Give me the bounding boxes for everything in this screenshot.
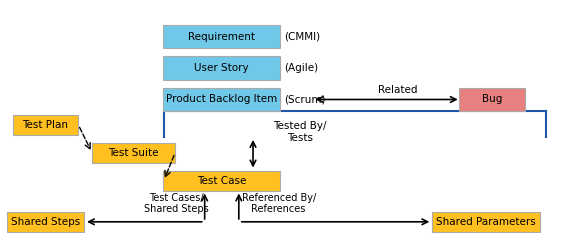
Text: Test Case: Test Case (197, 176, 246, 186)
FancyBboxPatch shape (163, 171, 280, 191)
Text: User Story: User Story (194, 63, 249, 73)
FancyBboxPatch shape (163, 25, 280, 48)
Text: Related: Related (378, 85, 418, 95)
Text: Referenced By/
References: Referenced By/ References (241, 193, 316, 214)
Text: Product Backlog Item: Product Backlog Item (166, 95, 277, 104)
FancyBboxPatch shape (163, 57, 280, 80)
Text: Requirement: Requirement (189, 32, 255, 41)
Text: Shared Steps: Shared Steps (11, 217, 80, 227)
FancyBboxPatch shape (163, 88, 280, 111)
Text: (Agile): (Agile) (284, 63, 319, 73)
Text: Test Suite: Test Suite (108, 148, 159, 158)
Text: Tested By/
Tests: Tested By/ Tests (273, 121, 327, 143)
FancyBboxPatch shape (92, 143, 175, 163)
Text: Test Cases/
Shared Steps: Test Cases/ Shared Steps (144, 193, 209, 214)
Text: Bug: Bug (482, 95, 502, 104)
FancyBboxPatch shape (459, 88, 525, 111)
FancyBboxPatch shape (13, 115, 78, 135)
Text: Test Plan: Test Plan (22, 120, 68, 130)
Text: (CMMI): (CMMI) (284, 32, 320, 41)
Text: (Scrum): (Scrum) (284, 95, 326, 104)
FancyBboxPatch shape (7, 212, 84, 232)
Text: Shared Parameters: Shared Parameters (437, 217, 536, 227)
FancyBboxPatch shape (432, 212, 540, 232)
